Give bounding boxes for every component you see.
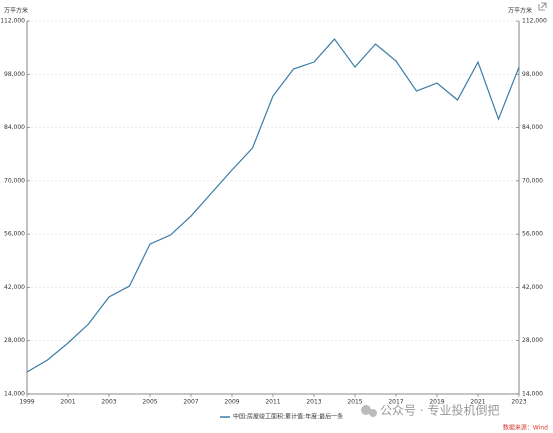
y-tick-label: 28,000: [4, 337, 25, 344]
x-tick-label: 2021: [470, 399, 485, 406]
y2-tick-label: 84,000: [522, 124, 543, 131]
expand-icon[interactable]: [538, 2, 547, 11]
y2-tick-label: 70,000: [522, 177, 543, 184]
y-tick-label: 42,000: [4, 284, 25, 291]
y2-tick-label: 112,000: [522, 18, 547, 25]
x-tick-label: 2013: [306, 399, 321, 406]
y-tick-label: 56,000: [4, 231, 25, 238]
y2-tick-label: 98,000: [522, 71, 543, 78]
y-axis-label: 万平方米: [4, 7, 28, 15]
watermark: 公众号 · 专业投机倒把: [380, 403, 499, 418]
x-tick-label: 2023: [511, 399, 526, 406]
y2-tick-label: 14,000: [522, 391, 543, 398]
x-tick-label: 2011: [265, 399, 280, 406]
x-tick-label: 2003: [101, 399, 116, 406]
y-tick-label: 70,000: [4, 177, 25, 184]
y-tick-label: 98,000: [4, 71, 25, 78]
y-tick-label: 14,000: [4, 391, 25, 398]
x-tick-label: 2007: [183, 399, 198, 406]
watermark-icon: [361, 405, 377, 417]
line: [26, 38, 520, 373]
x-tick-label: 1999: [19, 399, 34, 406]
x-tick-label: 2001: [60, 399, 75, 406]
x-tick-label: 2015: [347, 399, 362, 406]
y2-tick-label: 28,000: [522, 337, 543, 344]
legend-label: 中国:房屋竣工面积:累计值:年度:最后一条: [233, 413, 343, 421]
y2-tick-label: 56,000: [522, 231, 543, 238]
x-tick-label: 2009: [224, 399, 239, 406]
y2-axis-label: 万平方米: [508, 7, 532, 15]
x-tick-label: 2019: [429, 399, 444, 406]
y-tick-label: 112,000: [0, 18, 25, 25]
x-tick-label: 2017: [388, 399, 403, 406]
source: 数据来源：Wind: [503, 424, 548, 432]
x-tick-label: 2005: [142, 399, 157, 406]
y-tick-label: 84,000: [4, 124, 25, 131]
y2-tick-label: 42,000: [522, 284, 543, 291]
